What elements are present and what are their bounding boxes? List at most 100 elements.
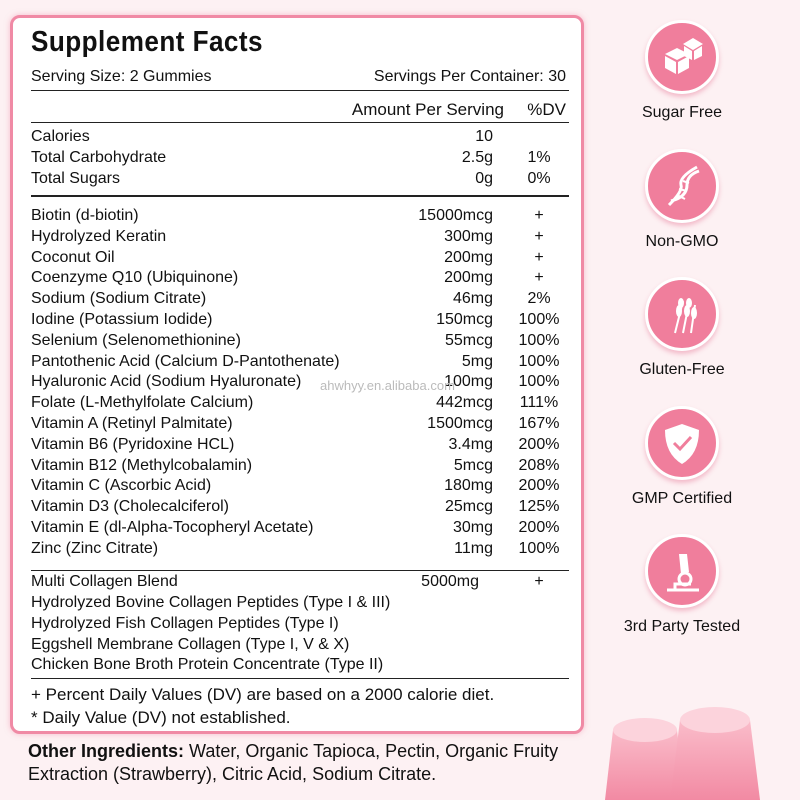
nutrient-dv: 100% — [518, 311, 560, 328]
collagen-component: Eggshell Membrane Collagen (Type I, V & … — [31, 635, 350, 653]
nutrient-dv: 1% — [527, 148, 551, 166]
nutrient-name: Total Sugars — [31, 169, 120, 187]
nutrient-amount: 3.4mg — [448, 435, 493, 453]
nutrient-amount: 5mg — [461, 352, 493, 370]
nutrient-dv: 200% — [518, 435, 560, 453]
nutrient-row: Hydrolyzed Keratin 300mg + — [31, 226, 569, 247]
nutrient-amount: 5000mg — [421, 573, 479, 590]
nutrient-name: Multi Collagen Blend — [31, 573, 178, 590]
nutrient-amount: 1500mcg — [427, 415, 493, 432]
nutrient-row: Hyaluronic Acid (Sodium Hyaluronate) 100… — [31, 371, 569, 392]
badge-gmp-certified: GMP Certified — [632, 405, 732, 508]
nutrient-dv: 200% — [518, 519, 560, 536]
badge-gluten-free: Gluten-Free — [639, 277, 725, 379]
nutrient-name: Vitamin B6 (Pyridoxine HCL) — [31, 435, 235, 453]
nutrient-row: Coconut Oil 200mg + — [31, 247, 569, 268]
nutrient-amount: 100mg — [444, 373, 493, 391]
nutrient-dv: 100% — [518, 331, 560, 349]
nutrient-amount: 200mg — [444, 248, 493, 266]
nutrient-name: Vitamin C (Ascorbic Acid) — [31, 477, 212, 495]
nutrient-row: Vitamin D3 (Cholecalciferol) 25mcg 125% — [31, 496, 569, 517]
nutrient-row: Total Sugars 0g 0% — [31, 168, 569, 189]
other-ingredients: Other Ingredients: Water, Organic Tapioc… — [28, 740, 588, 786]
divider — [31, 90, 569, 91]
collagen-component: Hydrolyzed Fish Collagen Peptides (Type … — [31, 614, 339, 632]
nutrient-amount: 46mg — [452, 290, 493, 308]
nutrient-dv: + — [534, 227, 544, 245]
nutrient-row: Coenzyme Q10 (Ubiquinone) 200mg + — [31, 267, 569, 288]
nutrient-dv: 208% — [518, 456, 560, 474]
nutrient-row: Calories 10 — [31, 126, 569, 147]
nutrient-amount: 180mg — [444, 477, 493, 495]
nutrient-amount: 25mcg — [444, 498, 493, 516]
collagen-component: Hydrolyzed Bovine Collagen Peptides (Typ… — [31, 594, 391, 611]
nutrient-name: Coenzyme Q10 (Ubiquinone) — [31, 269, 239, 287]
nutrient-name: Biotin (d-biotin) — [31, 207, 139, 224]
nutrient-dv: 100% — [518, 352, 560, 370]
footnote: * Daily Value (DV) not established. — [31, 708, 291, 727]
nutrient-dv: 111% — [519, 394, 559, 412]
shield-check-icon — [645, 405, 719, 480]
nutrient-dv: 167% — [518, 415, 560, 432]
nutrient-amount: 55mcg — [444, 331, 493, 349]
nutrient-name: Hydrolyzed Keratin — [31, 227, 167, 245]
footnote: + Percent Daily Values (DV) are based on… — [31, 685, 495, 704]
gummy-candies-image — [605, 707, 760, 800]
nutrient-amount: 15000mcg — [418, 207, 493, 224]
nutrient-dv: + — [534, 573, 544, 590]
nutrient-name: Sodium (Sodium Citrate) — [31, 290, 207, 308]
other-ingredients-text: Water, Organic Tapioca, Pectin, Organic … — [28, 741, 559, 784]
dv-header: %DV — [527, 100, 566, 119]
nutrient-name: Folate (L-Methylfolate Calcium) — [31, 394, 254, 412]
servings-per-container: Servings Per Container: 30 — [373, 68, 566, 85]
nutrient-name: Coconut Oil — [31, 248, 115, 266]
sugar-cube-icon — [645, 20, 719, 94]
nutrient-name: Iodine (Potassium Iodide) — [31, 311, 213, 328]
nutrient-amount: 442mcg — [436, 394, 493, 412]
nutrient-dv: 125% — [518, 498, 560, 516]
nutrient-amount: 2.5g — [461, 148, 493, 166]
nutrient-row: Vitamin B6 (Pyridoxine HCL) 3.4mg 200% — [31, 434, 569, 455]
nutrient-amount: 11mg — [454, 539, 493, 557]
microscope-icon — [645, 534, 719, 608]
divider — [31, 195, 569, 197]
nutrient-dv: 200% — [518, 477, 560, 495]
nutrient-row: Total Carbohydrate 2.5g 1% — [31, 147, 569, 168]
nutrient-row: Zinc (Zinc Citrate) 11mg 100% — [31, 538, 569, 559]
nutrient-row: Biotin (d-biotin) 15000mcg + — [31, 205, 569, 226]
badge-non-gmo: Non-GMO — [640, 148, 724, 251]
nutrient-name: Vitamin E (dl-Alpha-Tocopheryl Acetate) — [31, 519, 314, 536]
nutrient-dv: + — [534, 269, 544, 287]
nutrient-dv: 100% — [518, 539, 560, 557]
nutrient-row: Pantothenic Acid (Calcium D-Pantothenate… — [31, 351, 569, 372]
divider — [31, 122, 569, 123]
nutrient-dv: 2% — [527, 290, 551, 308]
other-ingredients-label: Other Ingredients: — [28, 741, 185, 761]
nutrient-dv: + — [534, 248, 544, 266]
nutrient-name: Total Carbohydrate — [31, 148, 167, 166]
nutrient-row: Vitamin E (dl-Alpha-Tocopheryl Acetate) … — [31, 517, 569, 538]
nutrient-dv: 0% — [527, 169, 551, 187]
nutrient-row: Vitamin A (Retinyl Palmitate) 1500mcg 16… — [31, 413, 569, 434]
nutrient-name: Vitamin D3 (Cholecalciferol) — [31, 498, 229, 516]
nutrient-name: Zinc (Zinc Citrate) — [31, 539, 159, 557]
nutrient-row: Selenium (Selenomethionine) 55mcg 100% — [31, 330, 569, 351]
nutrient-row: Vitamin C (Ascorbic Acid) 180mg 200% — [31, 475, 569, 496]
nutrient-row: Vitamin B12 (Methylcobalamin) 5mcg 208% — [31, 455, 569, 476]
watermark: ahwhyy.en.alibaba.com — [320, 378, 455, 393]
nutrient-amount: 0g — [475, 169, 493, 187]
badge-label: GMP Certified — [631, 489, 733, 507]
nutrient-amount: 10 — [475, 128, 493, 145]
supplement-facts-panel: Supplement Facts Serving Size: 2 Gummies… — [10, 15, 584, 734]
amount-header: Amount Per Serving — [351, 100, 504, 119]
nutrient-amount: 5mcg — [453, 456, 493, 474]
collagen-row: Multi Collagen Blend 5000mg + — [31, 571, 569, 592]
panel-title: Supplement Facts — [31, 26, 264, 58]
badge-label: 3rd Party Tested — [623, 618, 741, 635]
nutrient-amount: 30mg — [452, 519, 493, 536]
nutrient-amount: 150mcg — [436, 311, 493, 328]
serving-size: Serving Size: 2 Gummies — [31, 68, 212, 85]
badge-sugar-free: Sugar Free — [640, 20, 724, 122]
badge-3rd-party-tested: 3rd Party Tested — [624, 534, 740, 636]
nutrient-name: Pantothenic Acid (Calcium D-Pantothenate… — [31, 352, 340, 370]
